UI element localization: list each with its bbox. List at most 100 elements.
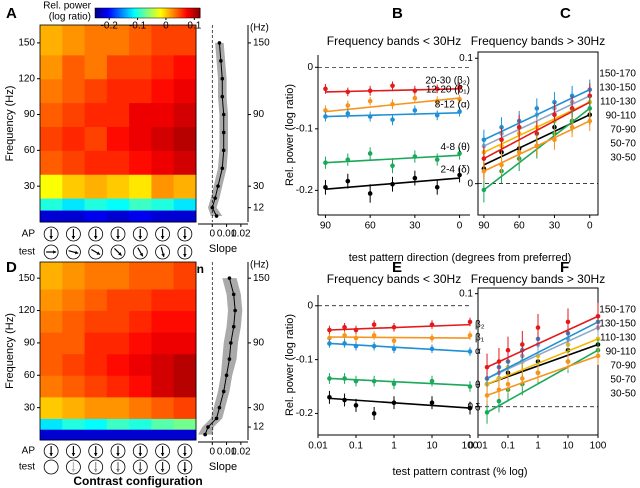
stimulus-arrowhead [74,250,79,255]
fit-line [486,321,599,380]
colorbar-swatch [145,8,148,18]
data-point [390,163,395,169]
colorbar-swatch [161,8,164,18]
fit-line [486,343,599,385]
stimulus-arrowhead [49,453,53,456]
data-point [457,97,462,102]
data-point [516,124,522,130]
data-point [496,387,502,393]
data-point [484,393,490,398]
profile-point [219,59,223,63]
heatmap-cell [173,25,197,56]
y-unit: (Hz) [250,260,269,271]
colorbar-swatch [109,8,112,18]
colorbar-swatch [163,8,166,18]
y-tick-label: 0.1 [459,288,473,299]
heatmap-cell [151,310,175,333]
x-tick-label: 0.1 [349,441,363,452]
colorbar-swatch [189,8,192,18]
colorbar-swatch [186,8,189,18]
heatmap-cell [106,198,130,211]
panel-letter: B [392,5,403,22]
x-axis-label: test pattern direction (degrees from pre… [349,252,572,264]
x-tick-label: 1 [535,441,541,452]
chart-title: Frequency bands < 30Hz [327,34,461,48]
data-point [467,349,473,354]
stimulus-arrowhead [160,236,165,239]
x-tick-label: 1 [391,441,397,452]
colorbar-swatch [193,8,196,18]
heatmap-cell [129,198,152,211]
data-point [353,327,359,333]
panel-letter: A [6,5,17,22]
heatmap-cell [62,396,86,419]
legend-label: 2-4 (δ) [441,165,470,176]
heatmap-cell [62,54,86,80]
data-point [481,156,487,161]
heatmap-cell [40,418,63,430]
heatmap-cell [62,418,86,430]
colorbar-swatch [149,8,152,18]
data-point [457,85,462,90]
colorbar-swatch [102,8,105,18]
colorbar-frame [94,7,201,19]
y-tick-label: 12 [253,422,265,433]
colorbar-swatch [159,8,162,18]
heatmap-cell [40,102,63,127]
heatmap-cell [151,332,175,355]
heatmap-cell [173,126,197,151]
data-point [434,157,440,162]
y-tick-label: 30 [24,181,36,192]
heatmap-cell [106,102,130,127]
heatmap-cell [173,174,197,199]
heatmap-cell [62,332,86,355]
heatmap-cell [173,353,197,376]
data-point [467,405,473,411]
stimulus-arrowhead [71,453,76,456]
y-tick-label: -0.2 [296,408,314,419]
colorbar-swatch [119,8,122,18]
profile-point [220,166,225,171]
colorbar-swatch [152,8,155,18]
fit-line [329,336,471,339]
data-point [429,335,435,341]
data-point [535,370,541,376]
heatmap-cell [84,353,108,376]
stimulus-arrowhead [53,250,57,254]
legend-label: 150-170 [599,69,636,80]
heatmap-cell [106,353,130,376]
heatmap-cell [173,396,197,419]
data-point [496,398,502,404]
colorbar-swatch [114,8,117,18]
colorbar-swatch [158,8,161,18]
heatmap-cell [40,54,63,80]
stimulus-arrowhead [160,453,165,456]
y-tick-label: 90 [253,338,265,349]
colorbar-swatch [100,8,103,18]
data-point [484,410,490,415]
heatmap-cell [129,288,152,312]
y-unit: (Hz) [250,23,269,34]
data-point [412,88,418,93]
y-tick-label: 0 [307,300,313,311]
heatmap-cell [84,418,108,430]
colorbar-swatch [179,8,182,18]
colorbar-swatch [180,8,183,18]
stimulus-arrowhead [183,453,187,456]
colorbar-swatch [184,8,187,18]
colorbar-swatch [172,8,175,18]
colorbar-tick-label: 0.1 [187,21,201,32]
colorbar-swatch [117,8,120,18]
data-point [467,333,473,338]
heatmap-cell [173,78,197,104]
heatmap-cell [40,174,63,199]
y-tick-label: 150 [18,273,35,284]
heatmap-cell [84,54,108,80]
stimulus-arrowhead [118,252,122,256]
profile-point [203,432,207,437]
stimulus-arrowhead [96,251,101,255]
x-tick-label: 30 [549,221,561,232]
data-point [391,346,397,352]
chart-title: Frequency bands > 30Hz [471,34,605,48]
heatmap-cell [106,210,130,223]
